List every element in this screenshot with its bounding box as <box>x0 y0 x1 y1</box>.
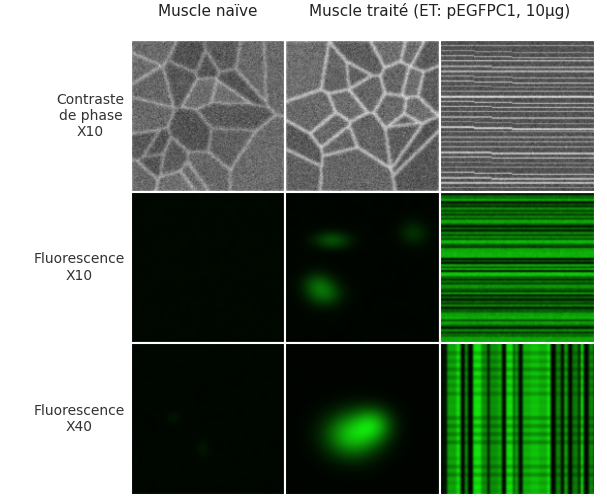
Text: Contraste
de phase
X10: Contraste de phase X10 <box>56 92 124 139</box>
Text: Fluorescence
X40: Fluorescence X40 <box>33 404 124 434</box>
Text: Muscle naïve: Muscle naïve <box>158 4 257 18</box>
Text: Fluorescence
X10: Fluorescence X10 <box>33 252 124 282</box>
Text: Muscle traité (ET: pEGFPC1, 10µg): Muscle traité (ET: pEGFPC1, 10µg) <box>310 3 571 19</box>
